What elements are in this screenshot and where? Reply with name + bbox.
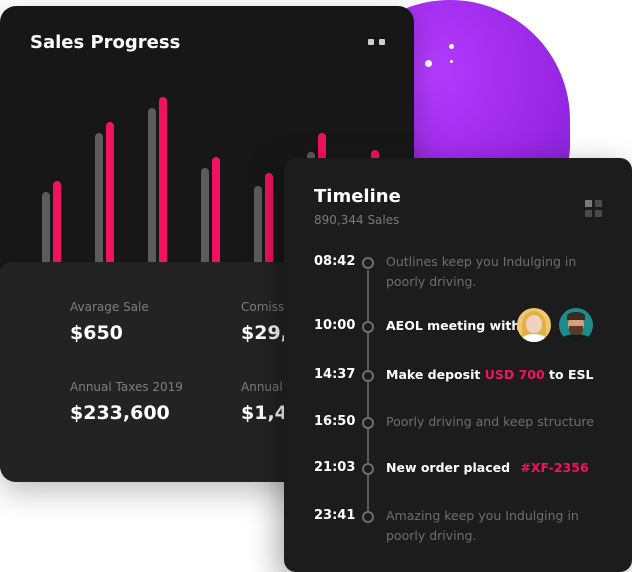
timeline-accent: USD 700	[484, 367, 545, 382]
timeline-text: Amazing keep you Indulging in poorly dri…	[386, 508, 579, 543]
chart-bar	[254, 186, 262, 276]
stat-label: Annual Taxes 2019	[70, 380, 183, 394]
stat-value: $650	[70, 322, 123, 344]
timeline-text-after: to ESL	[549, 367, 594, 382]
chart-bar	[148, 108, 156, 276]
chart-bar	[42, 191, 50, 276]
timeline-time: 16:50	[314, 414, 356, 429]
timeline-title: Timeline	[314, 186, 401, 207]
timeline-text: Outlines keep you Indulging in poorly dr…	[386, 254, 577, 289]
timeline-line	[367, 270, 369, 518]
chart-bar	[159, 96, 167, 276]
stat-average-sale: Avarage Sale $650	[70, 300, 149, 344]
chart-bar	[95, 133, 103, 276]
more-dots-icon[interactable]	[368, 39, 385, 45]
timeline-time: 21:03	[314, 460, 356, 475]
chart-bar	[106, 121, 114, 276]
timeline-time: 10:00	[314, 318, 356, 333]
timeline-text: New order placed #XF-2356	[386, 458, 589, 478]
timeline-node-icon	[362, 257, 374, 269]
chart-bar	[265, 172, 273, 276]
stat-value: $233,600	[70, 402, 170, 424]
timeline-time: 14:37	[314, 367, 356, 382]
timeline-node-icon	[362, 417, 374, 429]
timeline-card: Timeline 890,344 Sales 08:42 Outlines ke…	[284, 158, 632, 572]
decorative-dot	[449, 44, 454, 49]
stat-annual-taxes: Annual Taxes 2019 $233,600	[70, 380, 183, 424]
timeline-node-icon	[362, 463, 374, 475]
avatar[interactable]	[559, 308, 593, 342]
timeline-node-icon	[362, 370, 374, 382]
stat-label: Avarage Sale	[70, 300, 149, 314]
decorative-dot	[425, 60, 432, 67]
timeline-node-icon	[362, 321, 374, 333]
timeline-time: 08:42	[314, 254, 356, 269]
timeline-subtitle: 890,344 Sales	[314, 213, 400, 227]
timeline-time: 23:41	[314, 508, 356, 523]
chart-bar	[201, 168, 209, 276]
timeline-accent: #XF-2356	[520, 460, 589, 475]
chart-bar	[212, 156, 220, 276]
sales-title: Sales Progress	[30, 32, 181, 53]
chart-bar	[53, 180, 61, 276]
timeline-text: Poorly driving and keep structure	[386, 414, 594, 429]
timeline-text: Make deposit USD 700 to ESL	[386, 365, 593, 385]
grid-icon[interactable]	[585, 200, 605, 220]
timeline-text-before: Make deposit	[386, 367, 481, 382]
avatar[interactable]	[517, 308, 551, 342]
timeline-text-before: New order placed	[386, 460, 511, 475]
timeline-node-icon	[362, 511, 374, 523]
decorative-dot	[450, 60, 453, 63]
timeline-text: AEOL meeting with	[386, 318, 521, 333]
